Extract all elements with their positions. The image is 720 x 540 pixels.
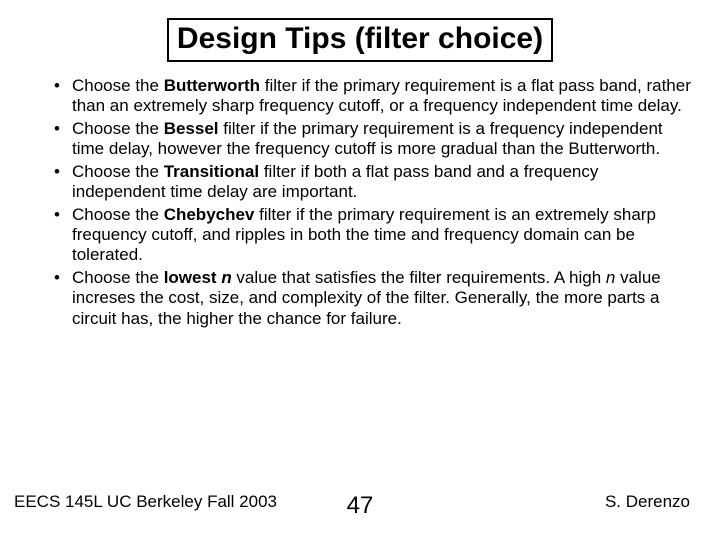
bullet-bold: Bessel: [164, 119, 219, 138]
list-item: Choose the Chebychev filter if the prima…: [54, 205, 692, 265]
title-container: Design Tips (filter choice): [28, 18, 692, 62]
bullet-bold: Butterworth: [164, 76, 260, 95]
list-item: Choose the Transitional filter if both a…: [54, 162, 692, 202]
bullet-text: Choose the: [72, 119, 164, 138]
slide-title: Design Tips (filter choice): [167, 18, 553, 62]
bullet-text: Choose the: [72, 76, 164, 95]
list-item: Choose the Butterworth filter if the pri…: [54, 76, 692, 116]
bullet-bold: Transitional: [164, 162, 259, 181]
slide-footer: EECS 145L UC Berkeley Fall 2003 47 S. De…: [0, 492, 720, 520]
footer-author: S. Derenzo: [605, 492, 690, 512]
bullet-text: Choose the: [72, 205, 164, 224]
list-item: Choose the Bessel filter if the primary …: [54, 119, 692, 159]
bullet-italic: n: [606, 268, 615, 287]
bullet-text: Choose the: [72, 162, 164, 181]
bullet-bold: lowest: [164, 268, 222, 287]
bullet-bold: Chebychev: [164, 205, 255, 224]
footer-course: EECS 145L UC Berkeley Fall 2003: [14, 492, 277, 512]
bullet-text: value that satisfies the filter requirem…: [232, 268, 606, 287]
bullet-list: Choose the Butterworth filter if the pri…: [28, 76, 692, 329]
bullet-text: Choose the: [72, 268, 164, 287]
list-item: Choose the lowest n value that satisfies…: [54, 268, 692, 328]
bullet-italic: n: [221, 268, 231, 287]
